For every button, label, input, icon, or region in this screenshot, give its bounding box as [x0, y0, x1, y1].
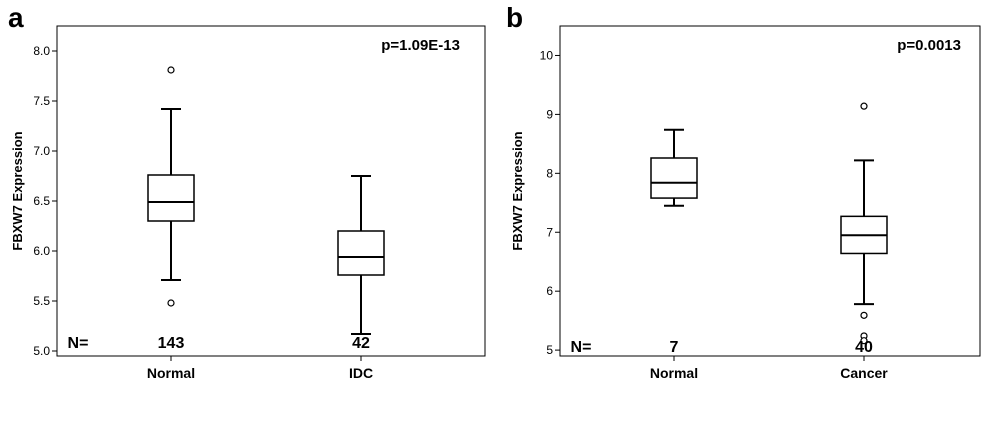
- y-tick-label: 6.0: [33, 244, 50, 258]
- plot-frame: [56, 25, 486, 357]
- panel-a: a 5.0 5.5 6.0 6.5 7.0 7.5 8.0 FBXW7 Expression p…: [8, 2, 486, 381]
- panel-b: b 5 6 7 8 9 10 FBXW7 Expression p=0.0013 N= Norma…: [496, 0, 992, 428]
- n-prefix-label: N=: [68, 335, 89, 352]
- n-value-label: 7: [670, 339, 679, 356]
- y-axis-label: FBXW7 Expression: [510, 131, 525, 250]
- box-plot-a: 5.0 5.5 6.0 6.5 7.0 7.5 8.0 FBXW7 Expression p=1…: [10, 25, 486, 381]
- p-value-annotation: p=1.09E-13: [381, 37, 460, 54]
- y-axis-label: FBXW7 Expression: [10, 131, 25, 250]
- x-category-label: Normal: [147, 365, 195, 381]
- box-plot-b: 5 6 7 8 9 10 FBXW7 Expression p=0.0013 N= Normal 7…: [510, 25, 981, 381]
- panel-letter: b: [506, 2, 524, 33]
- y-tick-label: 7.5: [33, 94, 50, 108]
- n-value-label: 40: [855, 339, 873, 356]
- y-tick-label: 5.5: [33, 294, 50, 308]
- x-category-label: Cancer: [840, 365, 888, 381]
- y-tick-label: 7.0: [33, 144, 50, 158]
- y-tick-label: 8: [546, 166, 553, 180]
- iqr-box: [650, 157, 698, 199]
- iqr-box: [147, 174, 195, 222]
- y-tick-label: 9: [546, 107, 553, 121]
- x-category-label: IDC: [349, 365, 373, 381]
- outlier-point: [860, 337, 868, 345]
- panel-letter: a: [8, 2, 24, 33]
- outlier-point: [167, 299, 175, 307]
- y-tick-label: 7: [546, 225, 553, 239]
- y-tick-label: 5.0: [33, 344, 50, 358]
- n-prefix-label: N=: [571, 339, 592, 356]
- y-tick-label: 6.5: [33, 194, 50, 208]
- outlier-point: [860, 311, 868, 319]
- y-tick-label: 8.0: [33, 44, 50, 58]
- p-value-annotation: p=0.0013: [897, 37, 961, 54]
- outlier-point: [167, 66, 175, 74]
- plot-frame: [559, 25, 981, 357]
- y-tick-label: 6: [546, 284, 553, 298]
- n-value-label: 42: [352, 335, 370, 352]
- y-tick-label: 10: [540, 48, 554, 62]
- x-category-label: Normal: [650, 365, 698, 381]
- y-tick-label: 5: [546, 343, 553, 357]
- iqr-box: [337, 230, 385, 276]
- n-value-label: 143: [158, 335, 185, 352]
- outlier-point: [860, 102, 868, 110]
